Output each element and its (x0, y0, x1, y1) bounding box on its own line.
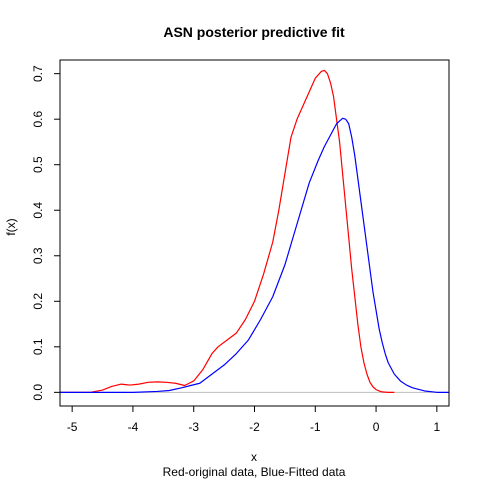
chart-title: ASN posterior predictive fit (163, 24, 345, 40)
y-axis-label: f(x) (4, 218, 18, 235)
series-line-2 (60, 117, 449, 393)
plot-frame (59, 59, 450, 407)
x-tick-label: -2 (249, 420, 260, 434)
y-tick-label: 0.0 (31, 384, 45, 401)
series-layer (60, 69, 449, 393)
x-tick-label: -1 (310, 420, 321, 434)
series-line-1 (60, 69, 395, 393)
y-tick-label: 0.7 (31, 65, 45, 82)
y-tick-label: 0.1 (31, 338, 45, 355)
x-tick-label: -4 (128, 420, 139, 434)
y-tick-label: 0.5 (31, 156, 45, 173)
x-tick-label: 1 (434, 420, 441, 434)
x-tick-label: -5 (67, 420, 78, 434)
y-tick-label: 0.2 (31, 293, 45, 310)
x-axis: -5 -4 -3 -2 -1 0 1 (67, 406, 441, 434)
x-axis-sublabel: Red-original data, Blue-Fitted data (163, 465, 346, 479)
y-tick-label: 0.6 (31, 111, 45, 128)
y-tick-label: 0.4 (31, 202, 45, 219)
y-axis: 0.0 0.1 0.2 0.3 0.4 0.5 0.6 0.7 (31, 65, 60, 401)
y-tick-label: 0.3 (31, 247, 45, 264)
x-tick-label: 0 (373, 420, 380, 434)
x-tick-label: -3 (188, 420, 199, 434)
x-axis-label: x (251, 450, 257, 464)
